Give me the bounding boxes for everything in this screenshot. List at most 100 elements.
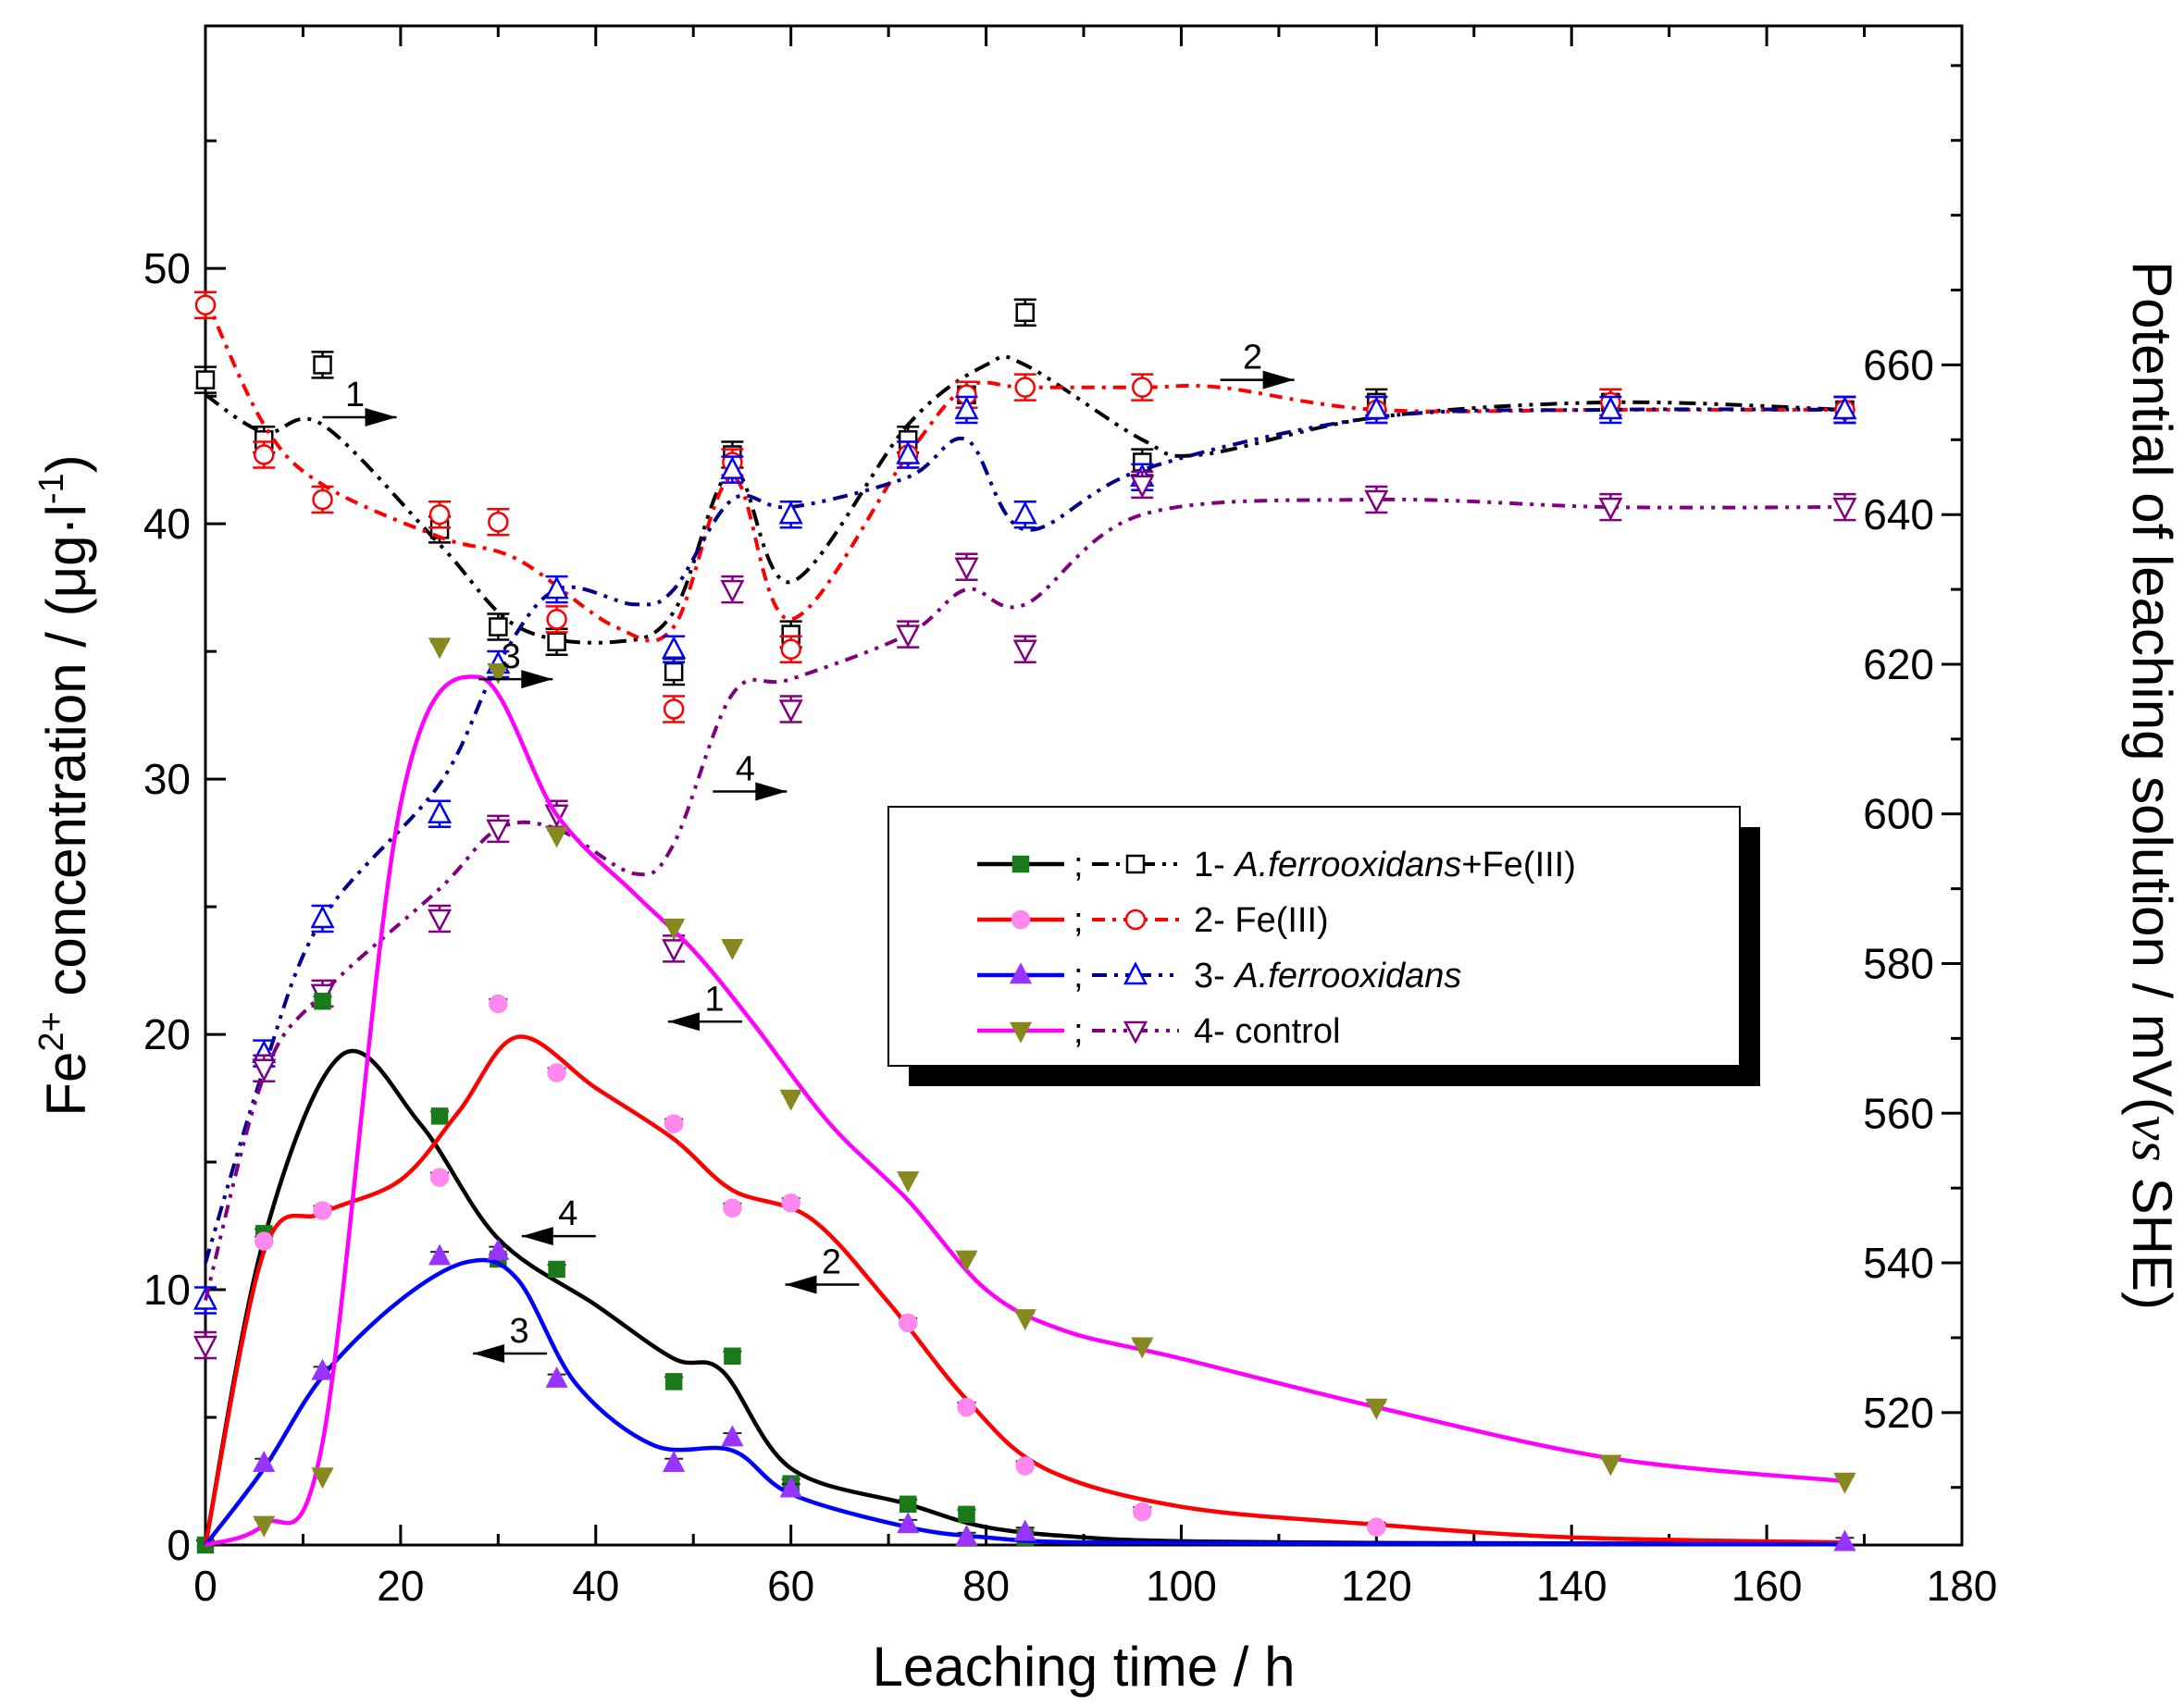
potential-point-series-2 xyxy=(546,609,567,630)
potential-point-series-4 xyxy=(778,699,803,723)
y-right-axis-title: Potential of leaching solution / mV(vs S… xyxy=(2121,261,2183,1310)
fe2-point-series-2 xyxy=(1015,1456,1035,1476)
y-right-title-suffix: SHE) xyxy=(2121,1162,2183,1310)
legend-label-italic: A.ferrooxidans xyxy=(1233,957,1461,995)
annotation-layer: 1 2 3 4 1 2 3 4 xyxy=(322,339,1295,1364)
fe2-point-series-3 xyxy=(663,1451,686,1472)
fe2-point-series-3 xyxy=(1833,1529,1856,1551)
legend-label-number: 3- xyxy=(1194,957,1235,995)
x-tick-label: 20 xyxy=(377,1562,424,1610)
potential-point-series-4 xyxy=(720,579,745,603)
x-tick-label: 160 xyxy=(1731,1562,1803,1610)
fe2-point-series-4 xyxy=(779,1089,802,1111)
fe2-line-series-3 xyxy=(204,1257,1845,1547)
y-left-axis-title: Fe2+ concentration / (μg·l-1) xyxy=(32,454,97,1116)
fe2-point-series-3 xyxy=(897,1512,920,1534)
fe2-point-series-3 xyxy=(779,1476,802,1498)
potential-point-series-4 xyxy=(428,909,453,933)
potential-point-series-2 xyxy=(428,503,451,525)
potential-line-series-2 xyxy=(204,296,1845,643)
fe2-series-layer xyxy=(196,637,1856,1554)
plot-frame xyxy=(204,24,1964,1547)
fe2-point-series-2 xyxy=(723,1198,742,1218)
potential-point-series-1 xyxy=(313,355,332,375)
legend-label-plain: Fe(III) xyxy=(1235,901,1328,940)
potential-series-layer xyxy=(192,291,1857,1360)
fe2-point-series-1 xyxy=(899,1495,917,1514)
potential-point-series-4 xyxy=(1832,497,1857,521)
y-left-title-suffix: ) xyxy=(35,454,97,473)
fe2-point-series-4 xyxy=(663,918,686,940)
potential-line-series-1 xyxy=(204,354,1845,645)
x-tick-label: 80 xyxy=(962,1562,1010,1610)
annotation-label: 4 xyxy=(736,749,755,788)
annotation-arrow-head xyxy=(1262,370,1295,389)
fe2-point-series-2 xyxy=(957,1397,976,1417)
potential-point-series-4 xyxy=(954,557,979,581)
fe2-point-series-4 xyxy=(1833,1472,1856,1494)
annotation-label: 1 xyxy=(345,376,365,414)
fe2-point-series-2 xyxy=(664,1114,684,1133)
fe2-point-series-4 xyxy=(955,1250,978,1272)
fe2-point-series-4 xyxy=(1365,1398,1388,1420)
fe2-line-series-4 xyxy=(205,674,1845,1548)
annotation-arrow-head xyxy=(473,1344,505,1364)
annotation-arrow-head xyxy=(785,1275,817,1294)
legend-label-plain: control xyxy=(1235,1012,1340,1051)
legend-label-number: 1- xyxy=(1194,846,1235,884)
fe2-point-series-4 xyxy=(428,637,452,660)
fe2-point-series-1 xyxy=(548,1260,565,1279)
legend-separator: ; xyxy=(1073,846,1084,884)
potential-point-series-4 xyxy=(486,819,511,843)
fe2-point-series-4 xyxy=(545,826,568,848)
y-right-title-prefix: Potential of leaching solution / mV( xyxy=(2121,261,2183,1116)
legend-potential-marker xyxy=(1125,854,1146,874)
potential-line-series-3 xyxy=(204,407,1845,1264)
potential-point-series-3 xyxy=(1832,396,1857,420)
potential-point-series-3 xyxy=(896,440,921,464)
legend-potential-marker xyxy=(1123,1020,1148,1045)
potential-point-series-2 xyxy=(1014,377,1036,398)
legend-fe2-marker xyxy=(1011,909,1031,930)
potential-point-series-3 xyxy=(720,455,745,479)
legend-label: 1- A.ferrooxidans+Fe(III) xyxy=(1194,846,1576,884)
legend: ; 1- A.ferrooxidans+Fe(III); 2- Fe(III); 3-… xyxy=(887,806,1760,1086)
potential-point-series-3 xyxy=(428,800,453,823)
fe2-point-series-1 xyxy=(958,1505,975,1524)
fe2-point-series-3 xyxy=(487,1238,510,1260)
y-right-tick-label: 640 xyxy=(1863,490,1934,538)
legend-label: 3- A.ferrooxidans xyxy=(1194,957,1461,995)
fe2-point-series-3 xyxy=(545,1366,568,1388)
fe2-point-series-4 xyxy=(1013,1309,1036,1331)
potential-point-series-4 xyxy=(662,939,687,963)
legend-fe2-marker xyxy=(1009,962,1033,984)
fe2-point-series-1 xyxy=(724,1347,741,1366)
legend-separator: ; xyxy=(1073,1012,1084,1051)
potential-point-series-2 xyxy=(780,638,801,661)
y-left-tick-label: 40 xyxy=(143,500,191,548)
potential-point-series-1 xyxy=(489,617,508,637)
fe2-point-series-3 xyxy=(721,1425,744,1447)
potential-point-series-2 xyxy=(254,444,275,465)
x-tick-label: 40 xyxy=(572,1562,619,1610)
legend-label: 4- control xyxy=(1194,1012,1340,1051)
annotation-label: 2 xyxy=(822,1243,841,1282)
y-right-tick-label: 580 xyxy=(1863,940,1934,988)
potential-point-series-3 xyxy=(310,905,335,929)
annotation-arrow-head xyxy=(755,782,788,801)
fe2-point-series-2 xyxy=(1133,1502,1152,1522)
fe2-point-series-4 xyxy=(253,1515,276,1538)
y-left-title-sup1: 2+ xyxy=(32,1011,71,1051)
potential-point-series-3 xyxy=(1012,501,1037,525)
fe2-point-series-2 xyxy=(781,1193,800,1213)
annotation-arrow-head xyxy=(521,670,553,689)
fe2-point-series-2 xyxy=(429,1168,450,1187)
potential-point-series-4 xyxy=(896,624,921,649)
y-left-tick-label: 50 xyxy=(143,244,191,292)
fe2-point-series-3 xyxy=(253,1451,276,1472)
y-left-title-mid: concentration / (μg·l xyxy=(35,504,97,1011)
fe2-point-series-3 xyxy=(428,1243,452,1266)
y-left-tick-label: 10 xyxy=(143,1266,191,1314)
legend-label: 2- Fe(III) xyxy=(1194,901,1329,940)
